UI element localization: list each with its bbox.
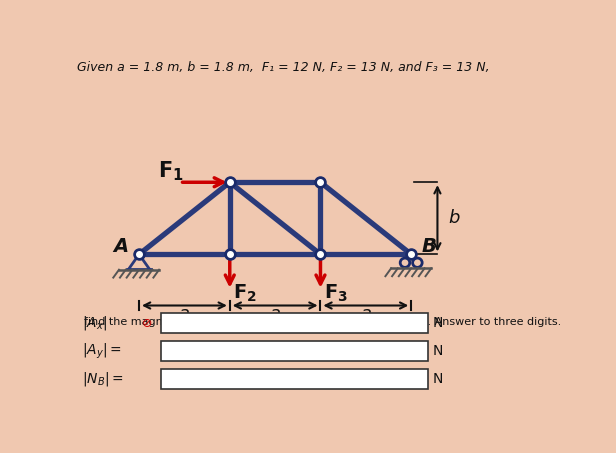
Text: N: N — [432, 316, 443, 330]
Text: find the magnitude of the reaction forces at supports A and B. Answer to three d: find the magnitude of the reaction force… — [84, 317, 561, 327]
Bar — [161, 313, 428, 333]
Text: B: B — [422, 237, 437, 256]
Text: $\mathbf{F_2}$: $\mathbf{F_2}$ — [233, 283, 257, 304]
Text: $\mathbf{F_1}$: $\mathbf{F_1}$ — [158, 159, 184, 183]
Text: A: A — [113, 237, 128, 256]
Text: $a$: $a$ — [179, 304, 190, 323]
Bar — [161, 369, 428, 389]
Text: $\mathbf{F_3}$: $\mathbf{F_3}$ — [324, 283, 348, 304]
Text: Given a = 1.8 m, b = 1.8 m,  F₁ = 12 N, F₂ = 13 N, and F₃ = 13 N,: Given a = 1.8 m, b = 1.8 m, F₁ = 12 N, F… — [78, 61, 490, 74]
Text: $|A_y| =$: $|A_y| =$ — [82, 342, 121, 361]
Text: $\oslash$: $\oslash$ — [140, 317, 152, 330]
Text: $a$: $a$ — [360, 304, 371, 323]
Text: $b$: $b$ — [448, 209, 461, 227]
Bar — [161, 341, 428, 361]
Text: N: N — [432, 344, 443, 358]
Text: N: N — [432, 372, 443, 386]
Text: $a$: $a$ — [269, 304, 281, 323]
Text: $|N_B| =$: $|N_B| =$ — [82, 370, 123, 388]
Text: $|A_x|$: $|A_x|$ — [82, 314, 107, 333]
